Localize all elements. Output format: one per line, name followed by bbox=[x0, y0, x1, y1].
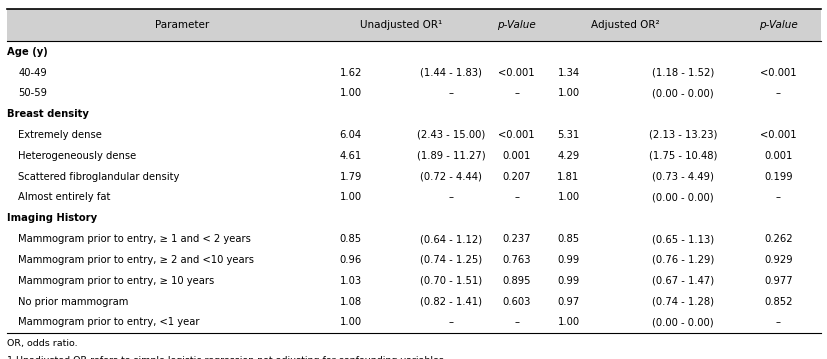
Text: Scattered fibroglandular density: Scattered fibroglandular density bbox=[18, 172, 179, 182]
Text: 1.00: 1.00 bbox=[557, 192, 579, 202]
Text: Extremely dense: Extremely dense bbox=[18, 130, 102, 140]
Text: Unadjusted OR¹: Unadjusted OR¹ bbox=[359, 20, 442, 30]
Text: 50-59: 50-59 bbox=[18, 88, 47, 98]
Text: (0.64 - 1.12): (0.64 - 1.12) bbox=[419, 234, 482, 244]
Text: 1.34: 1.34 bbox=[557, 67, 579, 78]
Text: p-Value: p-Value bbox=[497, 20, 535, 30]
Text: No prior mammogram: No prior mammogram bbox=[18, 297, 128, 307]
Text: (1.89 - 11.27): (1.89 - 11.27) bbox=[417, 151, 485, 161]
Text: 4.61: 4.61 bbox=[339, 151, 361, 161]
Text: (0.70 - 1.51): (0.70 - 1.51) bbox=[419, 276, 482, 286]
Text: Adjusted OR²: Adjusted OR² bbox=[590, 20, 658, 30]
Text: 0.929: 0.929 bbox=[763, 255, 791, 265]
Text: 1.79: 1.79 bbox=[339, 172, 361, 182]
Text: –: – bbox=[514, 88, 519, 98]
Text: 1.00: 1.00 bbox=[557, 88, 579, 98]
Text: 1.81: 1.81 bbox=[557, 172, 579, 182]
Text: 0.262: 0.262 bbox=[763, 234, 791, 244]
Text: <0.001: <0.001 bbox=[498, 130, 534, 140]
Text: 0.895: 0.895 bbox=[502, 276, 530, 286]
Text: (0.67 - 1.47): (0.67 - 1.47) bbox=[651, 276, 714, 286]
Text: 1.00: 1.00 bbox=[339, 192, 361, 202]
Text: 1.03: 1.03 bbox=[339, 276, 361, 286]
Text: (0.65 - 1.13): (0.65 - 1.13) bbox=[651, 234, 714, 244]
Text: p-Value: p-Value bbox=[758, 20, 796, 30]
Text: 1.00: 1.00 bbox=[557, 317, 579, 327]
Text: <0.001: <0.001 bbox=[759, 67, 796, 78]
Text: (1.18 - 1.52): (1.18 - 1.52) bbox=[651, 67, 714, 78]
Text: 6.04: 6.04 bbox=[339, 130, 361, 140]
Text: Mammogram prior to entry, ≥ 10 years: Mammogram prior to entry, ≥ 10 years bbox=[18, 276, 214, 286]
Text: 0.85: 0.85 bbox=[557, 234, 579, 244]
Text: (0.76 - 1.29): (0.76 - 1.29) bbox=[651, 255, 714, 265]
Text: 1.08: 1.08 bbox=[339, 297, 361, 307]
Text: 0.85: 0.85 bbox=[339, 234, 361, 244]
Text: Imaging History: Imaging History bbox=[7, 213, 97, 223]
Text: –: – bbox=[775, 192, 780, 202]
Text: (0.82 - 1.41): (0.82 - 1.41) bbox=[420, 297, 481, 307]
Text: (2.13 - 13.23): (2.13 - 13.23) bbox=[648, 130, 716, 140]
Text: (1.75 - 10.48): (1.75 - 10.48) bbox=[648, 151, 716, 161]
Text: 1.00: 1.00 bbox=[339, 88, 361, 98]
Text: (0.00 - 0.00): (0.00 - 0.00) bbox=[652, 192, 713, 202]
Text: (1.44 - 1.83): (1.44 - 1.83) bbox=[420, 67, 481, 78]
Text: 0.852: 0.852 bbox=[763, 297, 791, 307]
Text: Mammogram prior to entry, ≥ 2 and <10 years: Mammogram prior to entry, ≥ 2 and <10 ye… bbox=[18, 255, 254, 265]
Text: –: – bbox=[514, 317, 519, 327]
Text: 0.763: 0.763 bbox=[502, 255, 530, 265]
Text: 0.603: 0.603 bbox=[502, 297, 530, 307]
Text: 1.62: 1.62 bbox=[339, 67, 361, 78]
Text: (0.74 - 1.28): (0.74 - 1.28) bbox=[652, 297, 713, 307]
Text: –: – bbox=[775, 317, 780, 327]
Text: Breast density: Breast density bbox=[7, 109, 88, 119]
Text: Parameter: Parameter bbox=[155, 20, 209, 30]
Text: <0.001: <0.001 bbox=[498, 67, 534, 78]
Text: –: – bbox=[448, 192, 453, 202]
Text: 0.207: 0.207 bbox=[502, 172, 530, 182]
Text: 4.29: 4.29 bbox=[557, 151, 579, 161]
Text: 0.977: 0.977 bbox=[763, 276, 791, 286]
Text: 1.00: 1.00 bbox=[339, 317, 361, 327]
Text: 0.001: 0.001 bbox=[502, 151, 530, 161]
Text: (0.74 - 1.25): (0.74 - 1.25) bbox=[419, 255, 482, 265]
Text: 0.96: 0.96 bbox=[339, 255, 361, 265]
Text: Almost entirely fat: Almost entirely fat bbox=[18, 192, 111, 202]
Text: (0.73 - 4.49): (0.73 - 4.49) bbox=[652, 172, 713, 182]
Text: 0.237: 0.237 bbox=[502, 234, 530, 244]
Text: (2.43 - 15.00): (2.43 - 15.00) bbox=[417, 130, 485, 140]
Text: (0.72 - 4.44): (0.72 - 4.44) bbox=[420, 172, 481, 182]
Text: Mammogram prior to entry, <1 year: Mammogram prior to entry, <1 year bbox=[18, 317, 199, 327]
Text: 0.99: 0.99 bbox=[557, 276, 579, 286]
Text: 5.31: 5.31 bbox=[557, 130, 579, 140]
Text: 40-49: 40-49 bbox=[18, 67, 47, 78]
Text: 1 Unadjusted OR refers to simple logistic regression not adjusting for confoundi: 1 Unadjusted OR refers to simple logisti… bbox=[7, 356, 446, 359]
Text: –: – bbox=[514, 192, 519, 202]
Text: (0.00 - 0.00): (0.00 - 0.00) bbox=[652, 88, 713, 98]
Text: OR, odds ratio.: OR, odds ratio. bbox=[7, 339, 77, 348]
Text: 0.001: 0.001 bbox=[763, 151, 791, 161]
Text: –: – bbox=[775, 88, 780, 98]
Text: <0.001: <0.001 bbox=[759, 130, 796, 140]
Bar bbox=[7, 9, 820, 41]
Text: 0.97: 0.97 bbox=[557, 297, 579, 307]
Text: –: – bbox=[448, 317, 453, 327]
Text: 0.99: 0.99 bbox=[557, 255, 579, 265]
Text: (0.00 - 0.00): (0.00 - 0.00) bbox=[652, 317, 713, 327]
Text: –: – bbox=[448, 88, 453, 98]
Text: 0.199: 0.199 bbox=[763, 172, 791, 182]
Text: Heterogeneously dense: Heterogeneously dense bbox=[18, 151, 136, 161]
Text: Mammogram prior to entry, ≥ 1 and < 2 years: Mammogram prior to entry, ≥ 1 and < 2 ye… bbox=[18, 234, 251, 244]
Text: Age (y): Age (y) bbox=[7, 47, 47, 57]
